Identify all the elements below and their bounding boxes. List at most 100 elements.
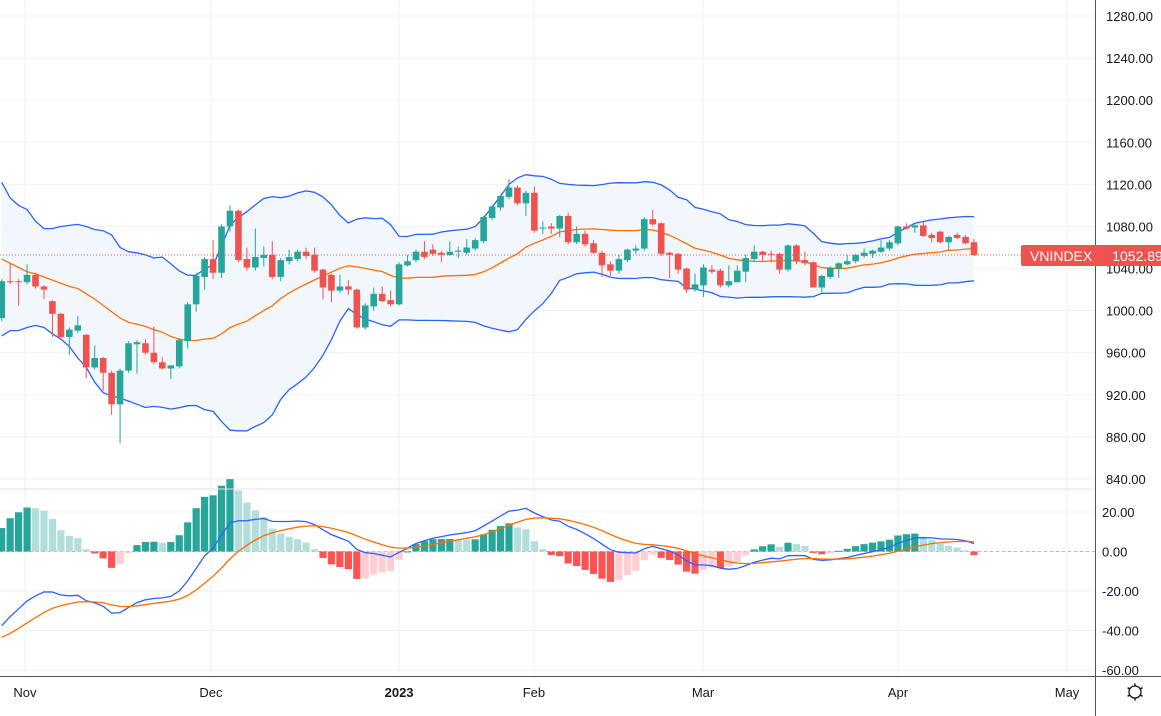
- candle: [615, 254, 623, 274]
- candle-body: [649, 219, 657, 225]
- candle-body: [192, 275, 200, 305]
- candles: [0, 179, 978, 444]
- candle-body: [285, 256, 293, 262]
- macd-histogram-bar: [209, 495, 217, 552]
- macd-histogram-bar: [750, 549, 758, 552]
- candle: [674, 252, 682, 274]
- candle: [573, 226, 580, 245]
- candle: [683, 267, 690, 293]
- macd-histogram-bar: [589, 551, 598, 574]
- candle-body: [581, 233, 589, 245]
- candle: [361, 303, 369, 330]
- candle: [463, 239, 471, 255]
- time-tick-label: Apr: [888, 685, 909, 700]
- macd-histogram-bar: [708, 551, 716, 568]
- macd-histogram-bar: [556, 551, 564, 557]
- macd-histogram-bar: [742, 551, 750, 556]
- candle-body: [125, 343, 132, 371]
- candle-body: [674, 253, 682, 270]
- candle: [40, 285, 48, 300]
- candle: [835, 262, 843, 279]
- macd-histogram-bar: [65, 535, 73, 552]
- candle: [319, 268, 327, 300]
- candle-body: [725, 281, 733, 286]
- macd-histogram-bar: [446, 538, 454, 552]
- candle-body: [877, 247, 885, 252]
- candle-body: [438, 252, 445, 255]
- band-fill: [1, 174, 974, 431]
- candle: [725, 265, 733, 288]
- candle-body: [835, 263, 843, 269]
- candle: [454, 246, 462, 259]
- candle: [556, 214, 564, 237]
- macd-histogram-bar: [513, 527, 522, 552]
- candle-body: [82, 334, 90, 368]
- candle-body: [573, 233, 580, 243]
- macd-histogram-bar: [818, 551, 826, 555]
- candle-body: [201, 259, 208, 277]
- price-axis[interactable]: 1280.00 1240.00 1200.00 1160.00 1120.00 1080.…: [1106, 9, 1153, 487]
- candle-body: [142, 343, 149, 353]
- candle: [945, 235, 952, 251]
- candle: [928, 232, 936, 243]
- candle: [860, 248, 868, 259]
- candle-body: [505, 187, 513, 197]
- macd-pane: [0, 479, 1096, 638]
- candle: [480, 215, 487, 244]
- candle-body: [928, 234, 936, 239]
- time-tick-label: Feb: [523, 685, 545, 700]
- macd-line: [1, 507, 975, 627]
- candle-body: [733, 270, 741, 283]
- candle: [387, 290, 394, 307]
- candle-body: [184, 304, 192, 342]
- price-tick-label: 1160.00: [1106, 135, 1152, 150]
- candle-body: [810, 262, 817, 288]
- settings-button[interactable]: [1125, 682, 1145, 702]
- candle: [962, 234, 969, 245]
- candle-body: [911, 225, 919, 228]
- macd-histogram-bar: [310, 549, 319, 552]
- macd-histogram-bar: [150, 541, 158, 552]
- candle-body: [818, 275, 826, 288]
- price-tick-label: 1240.00: [1106, 51, 1153, 66]
- candle: [438, 250, 445, 263]
- candle-body: [218, 226, 225, 273]
- macd-histogram-bar: [657, 551, 665, 558]
- candle-body: [167, 365, 175, 369]
- candle-body: [412, 251, 420, 261]
- candle: [268, 241, 276, 280]
- macd-histogram-bar: [116, 551, 124, 564]
- macd-histogram-bar: [167, 542, 175, 552]
- candle-body: [767, 253, 775, 255]
- candle: [175, 338, 183, 369]
- macd-histogram-bar: [429, 539, 437, 552]
- macd-histogram-bar: [201, 496, 209, 552]
- macd-axis[interactable]: 20.00 0.00 -20.00 -40.00 -60.00: [1102, 505, 1139, 678]
- candle-body: [421, 251, 428, 257]
- macd-histogram-bar: [319, 551, 327, 558]
- candle: [733, 265, 741, 283]
- candle-body: [0, 281, 5, 319]
- candle-body: [378, 293, 386, 302]
- candle-body: [361, 305, 369, 328]
- candle: [133, 340, 141, 374]
- macd-histogram-bar: [581, 551, 589, 570]
- macd-histogram-bar: [353, 551, 361, 579]
- candle: [649, 209, 657, 227]
- candle: [826, 266, 834, 280]
- lower-band-line: [1, 271, 975, 432]
- candle-body: [311, 254, 318, 271]
- candle: [903, 223, 910, 230]
- candle: [345, 280, 352, 295]
- time-axis[interactable]: Nov Dec 2023 Feb Mar Apr May: [13, 685, 1079, 700]
- candle: [750, 245, 758, 262]
- candle-body: [116, 370, 124, 405]
- macd-histogram-bar: [539, 549, 547, 552]
- macd-histogram-bar: [344, 551, 352, 570]
- candle-body: [556, 215, 564, 229]
- candle-body: [497, 195, 504, 208]
- candle: [793, 244, 800, 265]
- candle-body: [708, 269, 716, 272]
- candle-body: [463, 247, 471, 253]
